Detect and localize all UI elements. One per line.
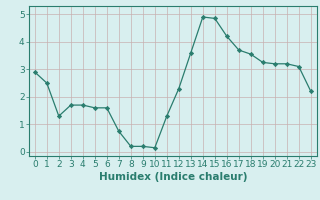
- X-axis label: Humidex (Indice chaleur): Humidex (Indice chaleur): [99, 172, 247, 182]
